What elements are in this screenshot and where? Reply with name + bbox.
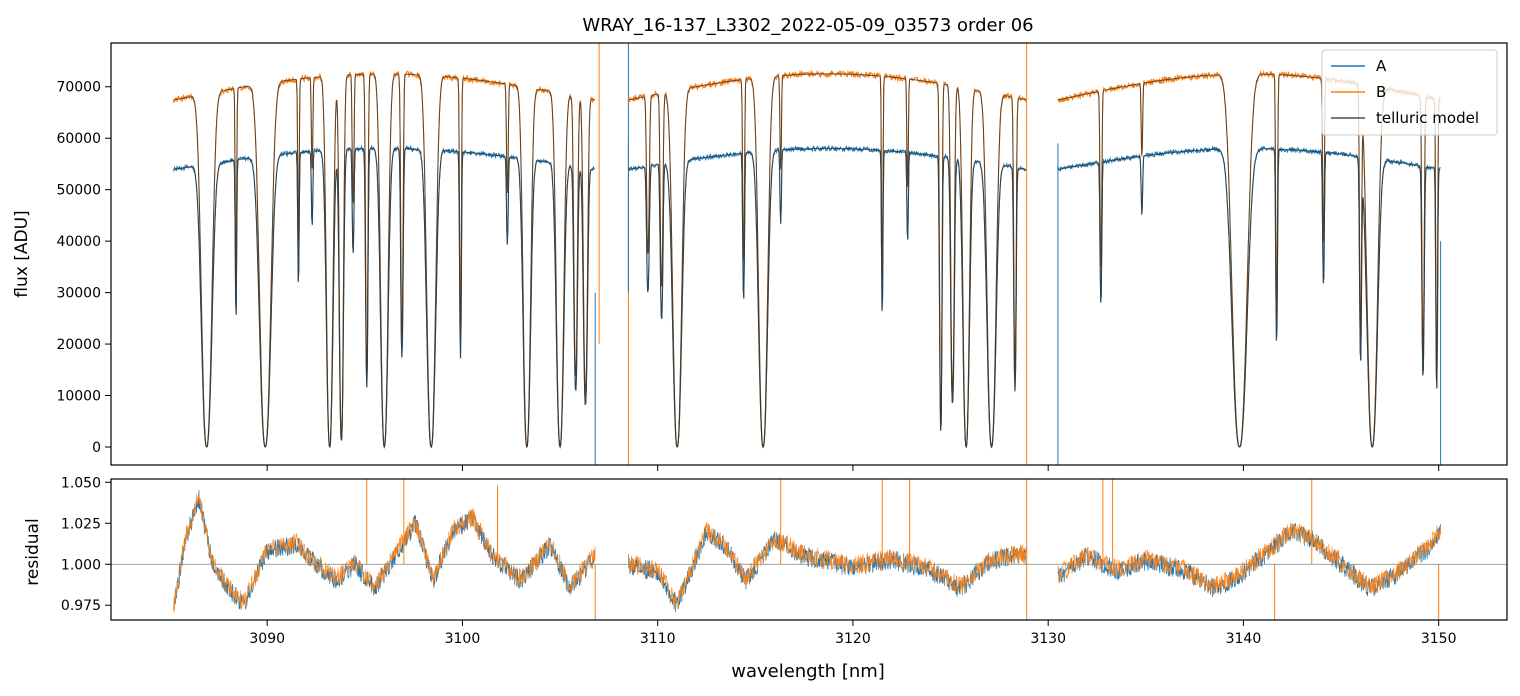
top-y-tick-label: 70000	[56, 80, 101, 96]
x-tick-label: 3090	[249, 631, 285, 647]
legend-box	[1321, 49, 1498, 136]
x-tick-label: 3110	[640, 631, 676, 647]
bottom-y-tick-label: 0.975	[61, 598, 101, 614]
legend: A B telluric model	[1321, 49, 1498, 136]
top-y-ticks: 0 10000 20000 30000 40000 50000 60000 70000	[56, 80, 111, 456]
spectrum-panel: WRAY_16-137_L3302_2022-05-09_03573 order…	[12, 15, 1508, 471]
legend-label-telluric-model: telluric model	[1376, 109, 1479, 127]
top-y-tick-label: 40000	[56, 234, 101, 250]
top-spikes	[594, 43, 1442, 465]
x-tick-label: 3150	[1421, 631, 1457, 647]
x-tick-label: 3100	[445, 631, 481, 647]
series-B-flux	[172, 69, 1441, 449]
residual-spikes	[366, 479, 1440, 620]
top-y-tick-label: 30000	[56, 286, 101, 302]
telluric-model-B	[173, 73, 1441, 449]
x-axis-label: wavelength [nm]	[731, 661, 885, 682]
residual-B	[173, 493, 1441, 612]
bottom-y-ticks: 0.975 1.000 1.025 1.050	[61, 475, 111, 614]
top-y-tick-label: 0	[92, 440, 101, 456]
top-axes-frame	[110, 42, 1508, 466]
bottom-y-tick-label: 1.000	[61, 557, 101, 573]
bottom-y-tick-label: 1.050	[61, 475, 101, 491]
legend-label-B: B	[1376, 83, 1386, 101]
chart-title: WRAY_16-137_L3302_2022-05-09_03573 order…	[582, 15, 1033, 36]
residual-panel: residual wavelength [nm] 0.975 1.000 1.025…	[23, 475, 1508, 682]
top-y-tick-label: 50000	[56, 183, 101, 199]
x-tick-label: 3140	[1226, 631, 1262, 647]
x-tick-label: 3130	[1030, 631, 1066, 647]
bottom-axes-frame	[110, 478, 1508, 621]
top-y-tick-label: 10000	[56, 389, 101, 405]
bottom-y-tick-label: 1.025	[61, 516, 101, 532]
top-x-ticks	[266, 465, 1440, 471]
top-y-tick-label: 20000	[56, 337, 101, 353]
top-y-axis-label: flux [ADU]	[12, 210, 32, 297]
x-tick-label: 3120	[835, 631, 871, 647]
top-y-tick-label: 60000	[56, 131, 101, 147]
bottom-x-ticks: 3090 3100 3110 3120 3130 3140 3150	[249, 620, 1456, 647]
residual-A	[173, 489, 1441, 613]
legend-label-A: A	[1376, 57, 1387, 75]
bottom-y-axis-label: residual	[23, 518, 43, 585]
